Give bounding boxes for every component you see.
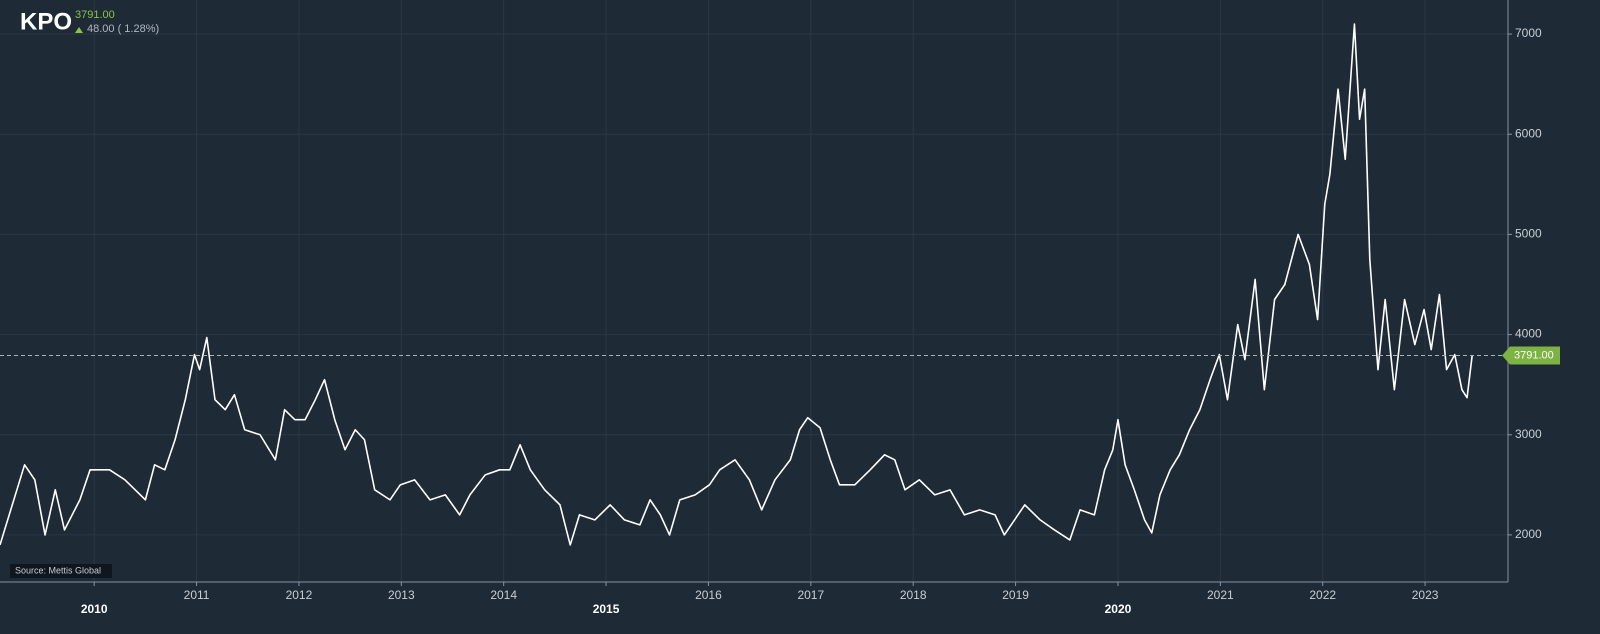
last-price-tag (1502, 346, 1560, 365)
x-tick-label: 2013 (388, 588, 415, 602)
x-tick-label: 2012 (286, 588, 313, 602)
change: 48.00 ( 1.28%) (87, 23, 159, 35)
source: Source: Mettis Global (15, 565, 101, 575)
plot (0, 23, 1473, 546)
source-box (10, 564, 112, 578)
y-tick-label: 5000 (1515, 227, 1542, 241)
x-tick-label: 2010 (81, 602, 108, 616)
x-tick-label: 2019 (1002, 588, 1029, 602)
y-tick-label: 6000 (1515, 126, 1542, 140)
y-tick-label: 3000 (1515, 427, 1542, 441)
x-tick-label: 2022 (1309, 588, 1336, 602)
up-arrow (75, 27, 83, 33)
x-tick-label: 2011 (184, 588, 210, 602)
symbol: KPO (20, 8, 72, 35)
last-price-label: 3791.00 (1514, 349, 1554, 361)
y-tick-label: 4000 (1515, 327, 1542, 341)
y-tick-label: 7000 (1515, 26, 1542, 40)
x-tick-label: 2014 (490, 588, 517, 602)
grid (0, 0, 1508, 582)
x-tick-label: 2018 (900, 588, 927, 602)
x-tick-label: 2021 (1207, 588, 1234, 602)
x-tick-label: 2015 (593, 602, 620, 616)
price: 3791.00 (75, 9, 115, 21)
x-tick-label: 2020 (1105, 602, 1132, 616)
x-tick-label: 2017 (797, 588, 824, 602)
x-tick-label: 2016 (695, 588, 722, 602)
y-tick-label: 2000 (1515, 527, 1542, 541)
x-tick-label: 2023 (1412, 588, 1439, 602)
price-line (0, 23, 1473, 546)
